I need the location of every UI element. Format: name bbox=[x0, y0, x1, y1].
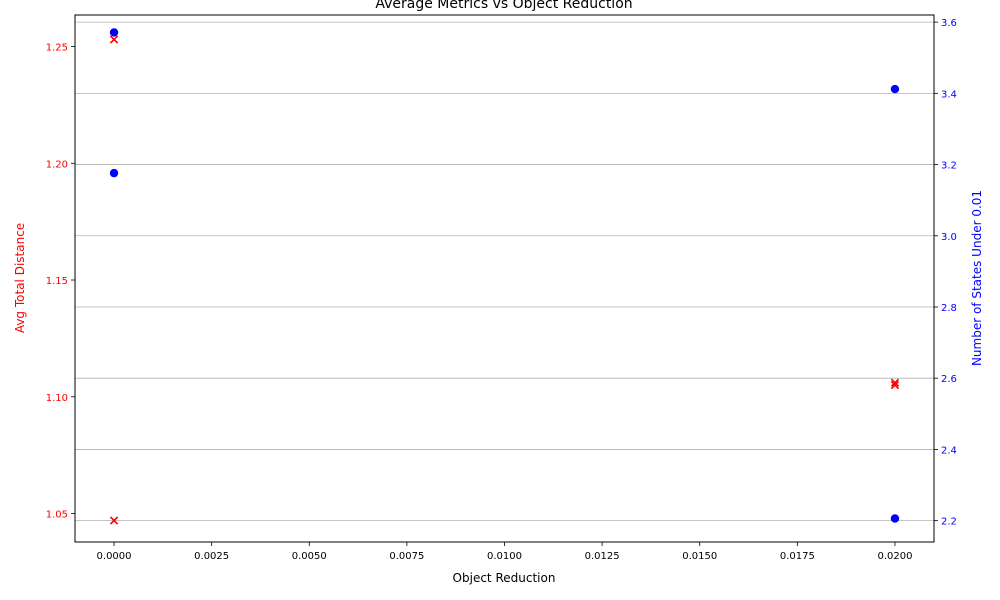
axes: 0.0000 0.0025 0.0050 0.0075 0.0100 0.0125 0.01… bbox=[46, 18, 957, 562]
marker-stroke bbox=[890, 380, 900, 390]
y-right-axis-label: Number of States Under 0.01 bbox=[970, 190, 984, 366]
y-right-tick-label: 2.8 bbox=[941, 303, 957, 314]
data-point-circle bbox=[109, 28, 119, 37]
data-point-circle bbox=[109, 168, 119, 178]
x-tick-label: 0.0150 bbox=[682, 551, 717, 562]
y-right-tick-label: 2.4 bbox=[941, 445, 957, 456]
y-right-tick-label: 2.2 bbox=[941, 517, 957, 528]
marker-stroke bbox=[109, 35, 119, 44]
plot-frame bbox=[74, 14, 935, 543]
y-left-tick-label: 1.05 bbox=[46, 510, 68, 521]
x-axis-label: Object Reduction bbox=[453, 571, 556, 585]
data-point-x-marker bbox=[109, 35, 119, 44]
x-tick-label: 0.0025 bbox=[194, 551, 229, 562]
x-tick-label: 0.0075 bbox=[389, 551, 424, 562]
y-right-tick-label: 3.6 bbox=[941, 18, 957, 29]
y-right-tick-label: 3.0 bbox=[941, 232, 957, 243]
y-left-tick-label: 1.20 bbox=[46, 159, 68, 170]
marker-stroke bbox=[109, 516, 119, 525]
y-left-axis-label: Avg Total Distance bbox=[13, 223, 27, 333]
x-tick-label: 0.0100 bbox=[487, 551, 522, 562]
series-layer bbox=[109, 28, 900, 525]
y-left-tick-label: 1.10 bbox=[46, 393, 68, 404]
x-tick-label: 0.0125 bbox=[585, 551, 620, 562]
data-point-circle bbox=[890, 84, 900, 94]
x-tick-label: 0.0050 bbox=[292, 551, 327, 562]
marker-stroke bbox=[890, 378, 900, 387]
y-right-tick-label: 3.2 bbox=[941, 161, 957, 172]
y-right-tick-label: 2.6 bbox=[941, 374, 957, 385]
chart-title: Average Metrics vs Object Reduction bbox=[375, 0, 632, 12]
y-right-tick-label: 3.4 bbox=[941, 89, 957, 100]
x-tick-label: 0.0200 bbox=[877, 551, 912, 562]
data-point-x-marker bbox=[890, 378, 900, 387]
y-left-tick-label: 1.25 bbox=[46, 43, 68, 54]
data-point-circle bbox=[890, 514, 900, 523]
x-tick-label: 0.0000 bbox=[97, 551, 132, 562]
data-point-x-marker bbox=[890, 380, 900, 390]
grid bbox=[75, 21, 934, 522]
y-left-tick-label: 1.15 bbox=[46, 276, 68, 287]
data-point-x-marker bbox=[109, 516, 119, 525]
x-tick-label: 0.0175 bbox=[780, 551, 815, 562]
